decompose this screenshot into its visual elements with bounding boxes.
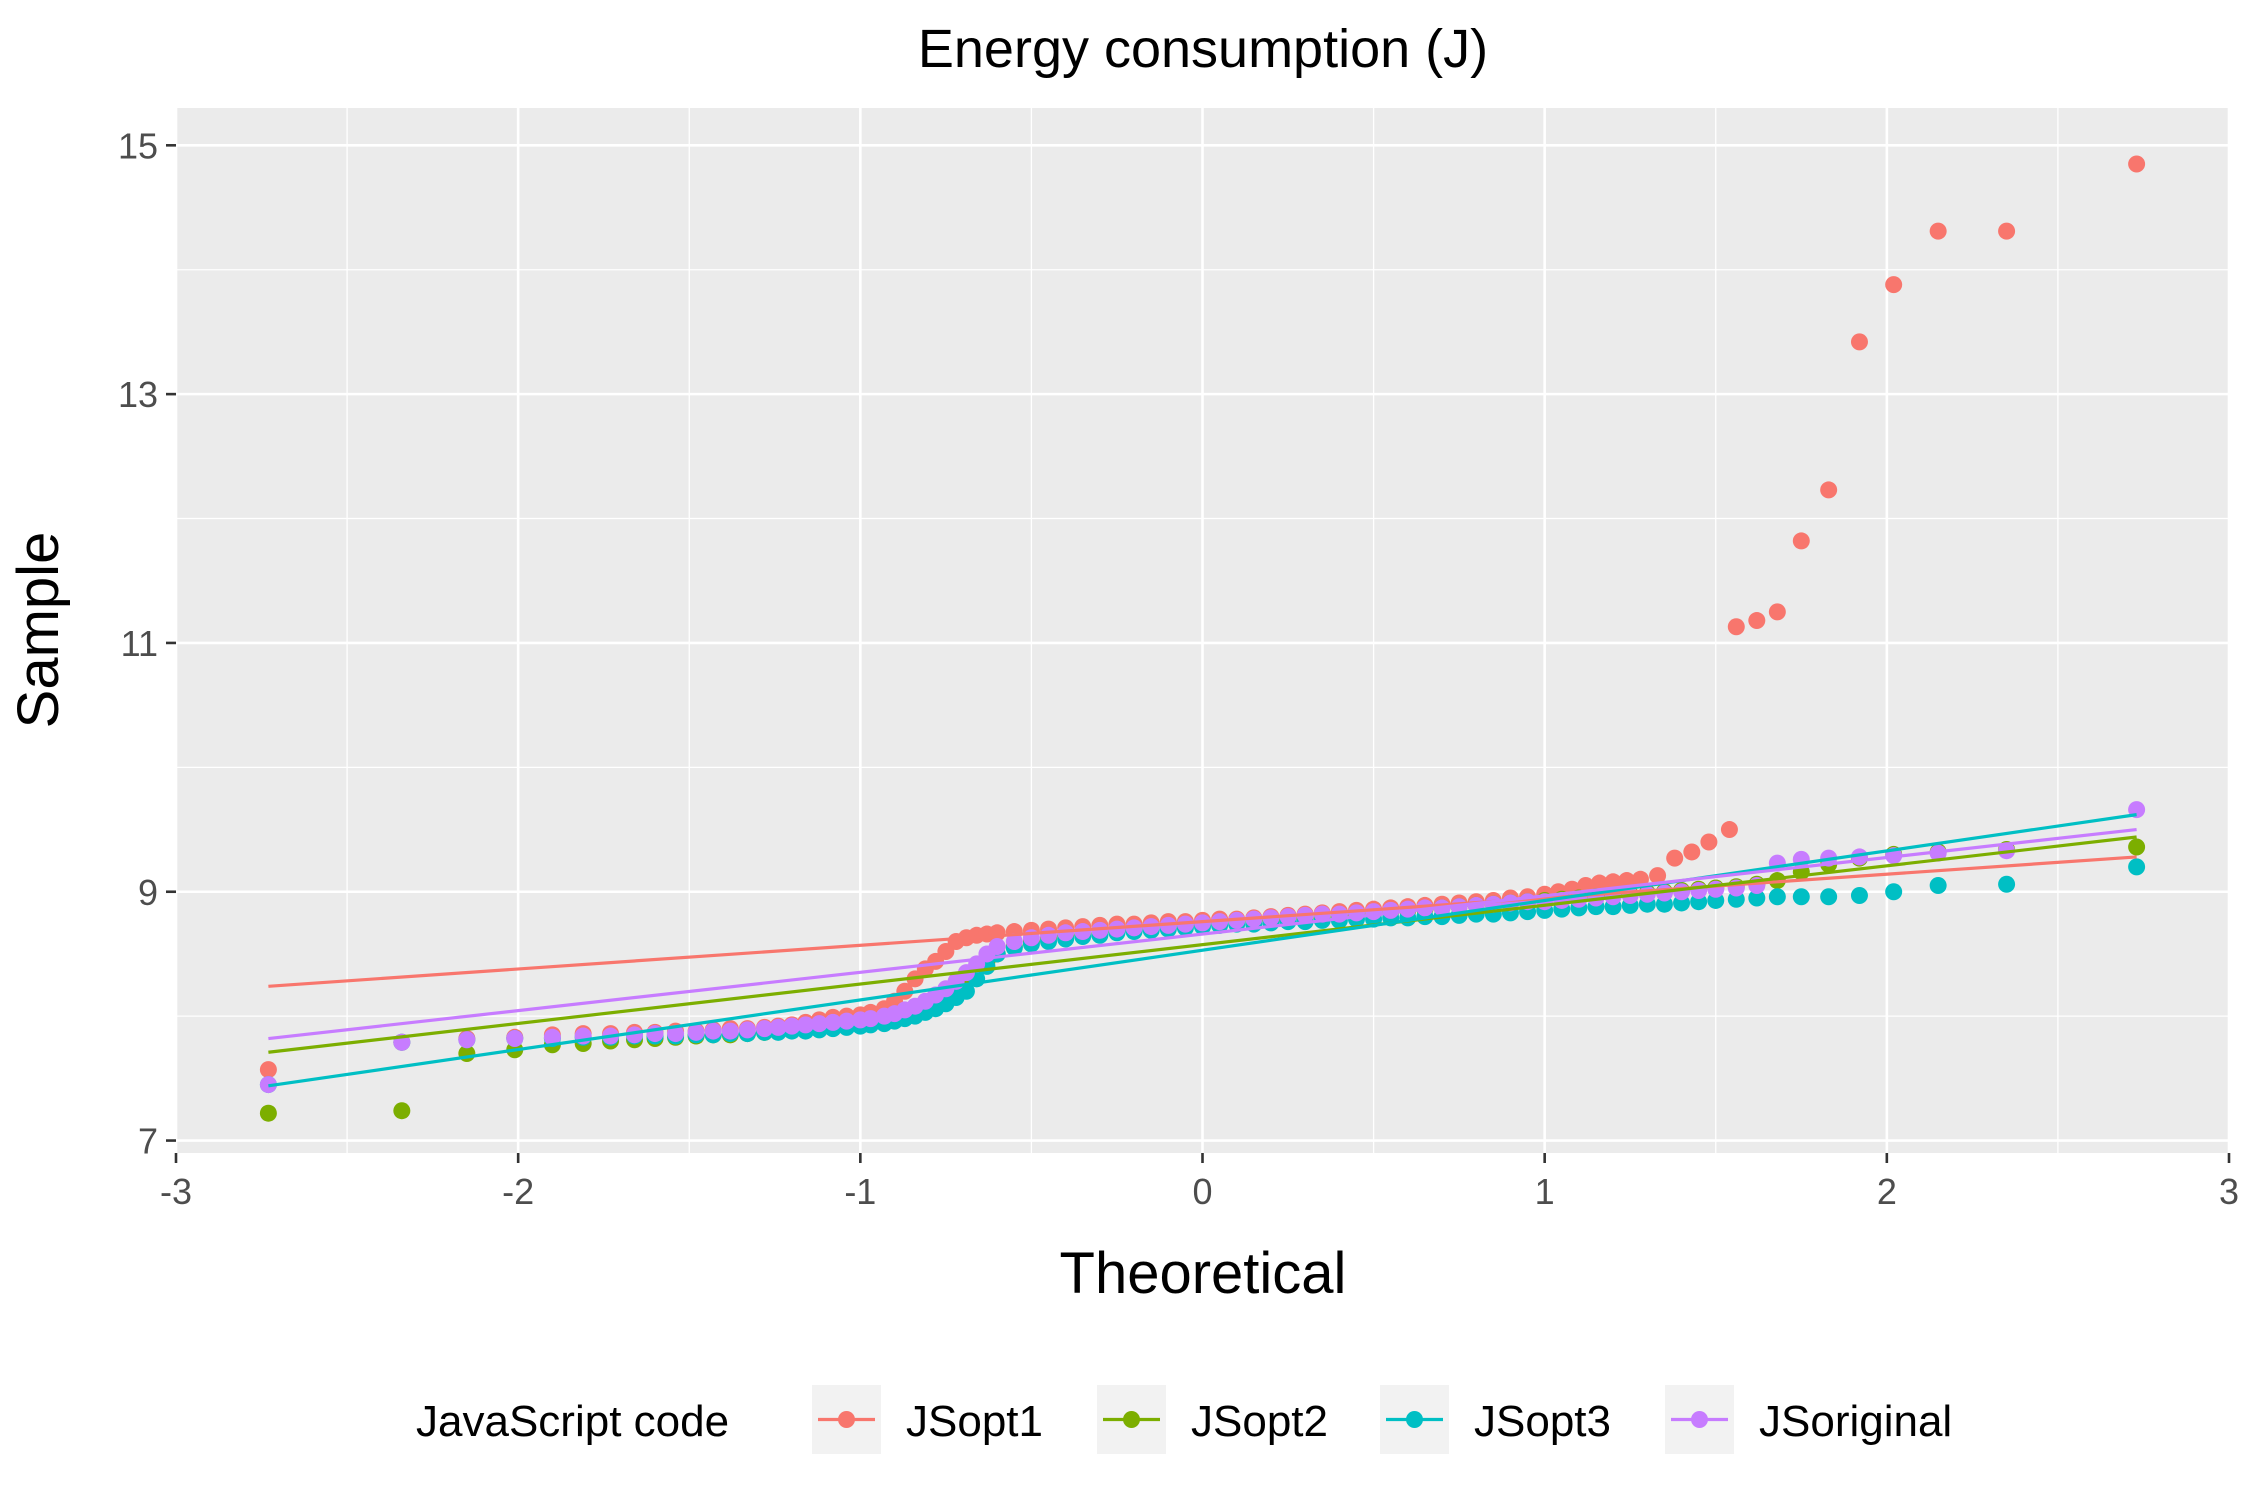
y-tick-label: 7 [138,1121,158,1162]
series-layer [259,155,2146,1122]
legend: JavaScript code JSopt1 JSopt2 JSopt3 JSorig… [416,1385,1952,1454]
point-JSoriginal [1005,933,1023,951]
point-JSopt1 [1700,833,1718,851]
point-JSopt1 [1820,481,1838,499]
point-JSopt1 [1998,222,2016,240]
x-tick-label: -2 [502,1171,534,1212]
x-axis-title: Theoretical [1060,1241,1347,1306]
point-JSopt1 [1768,603,1786,621]
point-JSopt3 [1885,883,1903,901]
point-JSoriginal [1040,926,1058,944]
point-JSopt1 [1720,821,1738,839]
point-JSopt2 [259,1104,277,1122]
x-tick-label: 2 [1877,1171,1897,1212]
point-JSoriginal [1399,900,1417,918]
chart-title: Energy consumption (J) [918,19,1488,79]
legend-item-JSopt2: JSopt2 [1097,1385,1328,1454]
y-axis-tick-labels: 7 9 11 13 15 [118,125,158,1161]
y-tick-label: 11 [121,623,158,664]
point-JSoriginal [458,1031,476,1049]
point-JSoriginal [838,1012,856,1030]
point-JSopt1 [1683,843,1701,861]
point-JSopt1 [1666,849,1684,867]
y-tick-label: 9 [138,872,158,913]
legend-key-point [1406,1411,1423,1428]
qq-line-JSopt1 [268,855,2137,988]
point-JSopt2 [393,1102,411,1120]
point-JSopt1 [1850,333,1868,351]
qq-line-JSoriginal [268,827,2137,1041]
point-JSopt1 [1748,612,1766,630]
x-tick-label: -3 [160,1171,192,1212]
point-JSopt1 [1590,874,1608,892]
point-JSopt1 [1727,618,1745,636]
point-JSoriginal [797,1016,815,1034]
point-JSopt1 [1929,222,1947,240]
point-JSopt3 [1820,888,1838,906]
point-JSoriginal [721,1022,739,1040]
legend-item-JSopt3: JSopt3 [1380,1385,1611,1454]
point-JSoriginal [769,1018,787,1036]
x-tick-label: 0 [1192,1171,1212,1212]
point-JSoriginal [687,1023,705,1041]
point-JSopt3 [1850,886,1868,904]
point-JSoriginal [862,1010,880,1028]
point-JSoriginal [824,1013,842,1031]
y-tick-label: 15 [118,125,158,166]
legend-key-point [838,1411,855,1428]
x-tick-label: 1 [1535,1171,1555,1212]
x-axis-tick-labels: -3 -2 -1 0 1 2 3 [160,1171,2239,1212]
qq-line-JSopt2 [268,835,2137,1054]
legend-label: JSopt2 [1191,1397,1328,1446]
point-JSoriginal [1690,882,1708,900]
point-JSoriginal [704,1022,722,1040]
point-JSopt3 [2128,858,2146,876]
point-JSoriginal [1057,924,1075,942]
qq-line-JSopt3 [268,813,2137,1088]
point-JSoriginal [810,1015,828,1033]
axis-ticks [166,144,2231,1163]
point-JSopt3 [1998,875,2016,893]
point-JSopt3 [1792,888,1810,906]
legend-keys: JSopt1 JSopt2 JSopt3 JSoriginal [812,1385,1952,1454]
legend-label: JSopt3 [1474,1397,1611,1446]
legend-label: JSopt1 [906,1397,1043,1446]
legend-label: JSoriginal [1759,1397,1952,1446]
point-JSoriginal [667,1025,685,1043]
point-JSopt1 [259,1061,277,1079]
legend-title: JavaScript code [416,1397,729,1446]
legend-item-JSopt1: JSopt1 [812,1385,1043,1454]
x-tick-label: -1 [844,1171,876,1212]
point-JSopt3 [1768,888,1786,906]
point-JSopt1 [1792,532,1810,550]
legend-key-point [1691,1411,1708,1428]
point-JSoriginal [1074,923,1092,941]
legend-item-JSoriginal: JSoriginal [1665,1385,1952,1454]
point-JSopt3 [1929,877,1947,895]
point-JSopt1 [1649,867,1667,885]
point-JSoriginal [506,1030,524,1048]
x-tick-label: 3 [2219,1171,2239,1212]
point-JSoriginal [756,1020,774,1038]
legend-key-point [1123,1411,1140,1428]
point-JSopt1 [2128,155,2146,173]
point-JSoriginal [1673,883,1691,901]
point-JSoriginal [783,1017,801,1035]
y-tick-label: 13 [118,374,158,415]
point-JSopt3 [1748,889,1766,907]
point-JSoriginal [543,1028,561,1046]
y-axis-title: Sample [6,532,71,729]
point-JSopt2 [2128,838,2146,856]
point-JSopt1 [1885,276,1903,294]
point-JSoriginal [988,937,1006,955]
point-JSoriginal [738,1021,756,1039]
